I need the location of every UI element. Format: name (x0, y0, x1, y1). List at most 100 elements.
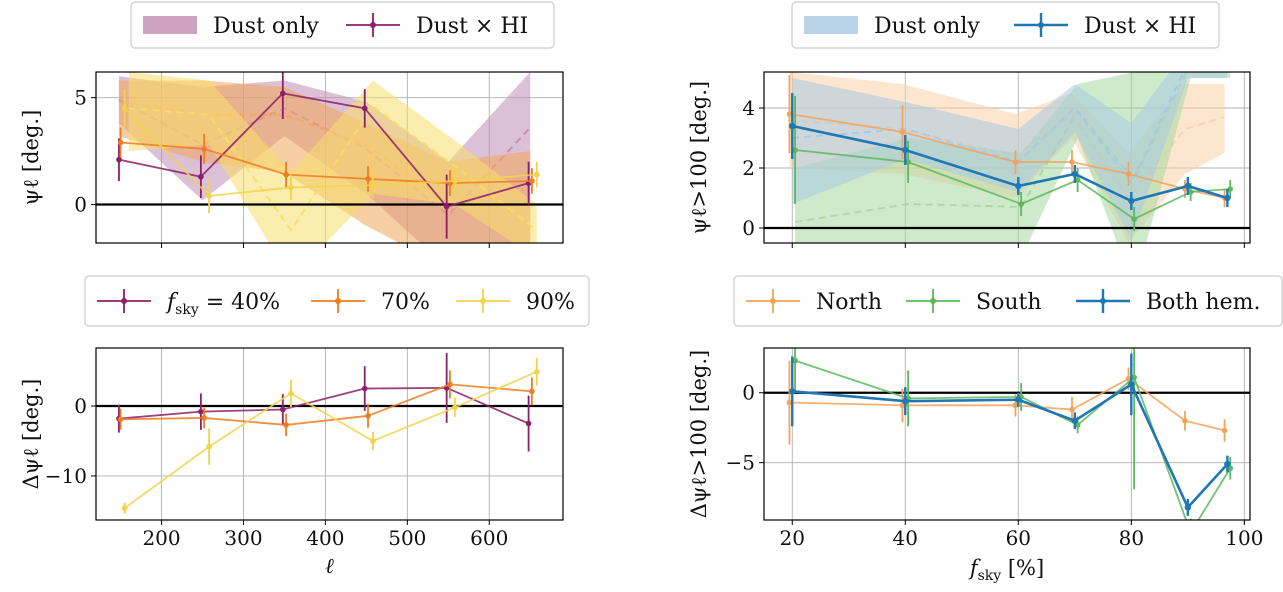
series-line (789, 377, 1225, 432)
data-point (1224, 194, 1231, 202)
data-point (786, 111, 793, 117)
series-line (124, 370, 538, 509)
data-point (117, 139, 124, 146)
legend-marker (335, 298, 341, 304)
y-tick-label: 0 (74, 394, 87, 418)
uncertainty-band (128, 72, 537, 243)
data-point (1221, 427, 1228, 434)
data-point (533, 171, 540, 178)
data-point (361, 385, 368, 392)
data-point (902, 397, 909, 405)
data-point (1071, 170, 1079, 178)
data-point (365, 413, 371, 419)
x-tick-label: 80 (1119, 526, 1144, 550)
data-point (370, 438, 376, 444)
data-point (1069, 159, 1075, 165)
legend-label-sub: sky (175, 302, 199, 318)
data-point (786, 399, 793, 406)
x-tick-label: 40 (893, 526, 918, 550)
legend-marker (770, 298, 776, 304)
data-point (198, 173, 204, 180)
band-median-line (792, 72, 1185, 185)
data-point (452, 404, 458, 411)
x-tick-label: 500 (388, 526, 426, 550)
data-point (280, 406, 286, 413)
x-axis-label: ℓ (325, 554, 334, 578)
data-point (206, 443, 212, 450)
y-tick-label: −5 (726, 451, 755, 475)
y-axis-label: ψℓ [deg.] (19, 110, 43, 206)
legend-box (791, 1, 1220, 49)
data-point (789, 122, 796, 130)
data-point (447, 381, 453, 388)
legend-marker (930, 298, 936, 304)
data-point (116, 156, 122, 163)
legend-swatch (143, 16, 197, 34)
data-point (365, 176, 371, 182)
legend-label-rest: = 40% (199, 290, 280, 315)
data-point (1188, 530, 1194, 536)
series-line (118, 386, 529, 425)
y-tick-label: 0 (742, 381, 755, 405)
x-axis-label-f: f (968, 556, 981, 580)
x-axis-label: fsky [%] (968, 556, 1044, 584)
panel-tr: 0 2 4 ψℓ>100 [deg.] Dust only Dust × HI (687, 1, 1251, 248)
legend-label: Dust only (213, 14, 319, 39)
data-point (902, 146, 909, 154)
data-point (361, 105, 368, 112)
x-axis-label-sub: sky (978, 568, 1002, 584)
data-point (370, 182, 376, 189)
data-point (283, 422, 289, 428)
axes-frame (95, 71, 564, 244)
data-point (789, 388, 796, 395)
legend-label: North (816, 290, 882, 315)
y-tick-label: −10 (45, 464, 87, 488)
data-point (529, 388, 535, 395)
series-line (124, 107, 537, 197)
data-point (288, 390, 294, 397)
data-point (1131, 374, 1137, 381)
legend-marker (480, 298, 486, 304)
data-point (452, 178, 458, 184)
legend-label: Both hem. (1146, 290, 1260, 315)
y-axis-label: Δψℓ>100 [deg.] (687, 350, 711, 518)
data-point (1015, 396, 1022, 403)
data-point (1125, 171, 1132, 177)
panel-tl: 0 5 ψℓ [deg.] Dust only Dust × HI (19, 1, 564, 248)
series-line (120, 141, 532, 185)
plot-area (96, 72, 563, 243)
data-point (1182, 417, 1188, 424)
legend-label: fsky = 40% (165, 290, 280, 318)
data-point (288, 184, 294, 191)
data-point (280, 90, 286, 97)
legend-swatch (804, 16, 858, 34)
panel-br: 20 40 60 80 100 −5 0 Δψℓ>100 [deg.] fsky [%] Nort… (687, 275, 1283, 584)
legend-label: Dust × HI (1084, 14, 1196, 39)
data-point (1128, 197, 1135, 205)
legend-label: Dust × HI (416, 14, 528, 39)
y-tick-label: 0 (742, 216, 755, 240)
legend-label: Dust only (874, 14, 980, 39)
data-point (1131, 216, 1137, 222)
data-point (443, 203, 450, 210)
axes-frame (763, 71, 1251, 244)
series-line (794, 359, 1231, 520)
data-point (1074, 177, 1081, 183)
data-point (1012, 159, 1019, 165)
data-point (1069, 406, 1075, 413)
x-tick-label: 100 (1225, 526, 1263, 550)
data-point (198, 408, 204, 415)
data-point (117, 416, 124, 423)
data-point (206, 193, 212, 199)
x-tick-label: 400 (306, 526, 344, 550)
data-point (1224, 460, 1231, 468)
band-median-line (118, 100, 531, 206)
data-point (529, 178, 535, 184)
panel-bl: 200 300 400 500 600 −10 0 Δψℓ [deg.] ℓ fsky = 40%… (19, 275, 590, 578)
legend-label: 70% (381, 290, 430, 315)
data-point (1128, 381, 1135, 388)
legend-label: South (976, 290, 1042, 315)
plot-area (764, 348, 1250, 536)
y-tick-label: 0 (74, 193, 87, 217)
